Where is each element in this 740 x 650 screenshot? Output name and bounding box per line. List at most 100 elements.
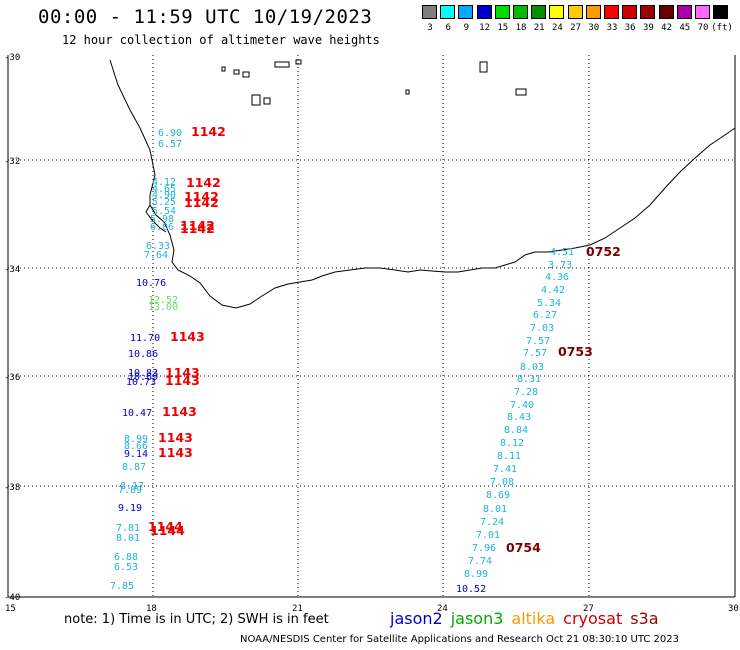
swh-value: 10.76 bbox=[136, 278, 166, 289]
swh-value: 11.70 bbox=[130, 333, 160, 344]
footer-note: note: 1) Time is in UTC; 2) SWH is in fe… bbox=[64, 612, 329, 627]
left-track-swh-labels: 6.906.57 4.124.654.905.255.545.986.06 6.33… bbox=[110, 128, 182, 592]
scale-label: 6 bbox=[445, 23, 451, 33]
swh-value: 7.64 bbox=[144, 250, 168, 261]
map-subtitle: 12 hour collection of altimeter wave hei… bbox=[62, 33, 380, 47]
swh-value: 8.31 bbox=[517, 374, 541, 385]
svg-text:-38: -38 bbox=[4, 483, 20, 493]
grid-lines bbox=[8, 55, 735, 597]
scale-label: 42 bbox=[661, 23, 673, 33]
swh-value: 5.25 bbox=[152, 197, 176, 208]
time-label: 1143 bbox=[162, 404, 197, 419]
scale-swatch bbox=[531, 5, 547, 19]
scale-label: 3 bbox=[427, 23, 433, 33]
scale-label: 39 bbox=[642, 23, 654, 33]
scale-swatch bbox=[604, 5, 619, 19]
time-label: 1143 bbox=[170, 329, 205, 344]
swh-value: 7.96 bbox=[472, 543, 496, 554]
swh-value: 8.87 bbox=[122, 462, 146, 473]
swh-value: 7.08 bbox=[490, 477, 514, 488]
time-label: 1142 bbox=[180, 221, 215, 236]
swh-value: 10.47 bbox=[122, 408, 152, 419]
time-label: 1143 bbox=[158, 445, 193, 460]
scale-label: 21 bbox=[533, 23, 545, 33]
swh-value: 4.51 bbox=[550, 247, 574, 258]
south-africa-coastline bbox=[109, 59, 736, 309]
swh-value: 6.27 bbox=[533, 310, 557, 321]
swh-value: 8.84 bbox=[504, 425, 528, 436]
left-track-time-labels: 1142114211421142114211421143114311431143… bbox=[148, 124, 226, 538]
satellite-legend-jason3: jason3 bbox=[450, 609, 504, 628]
swh-value: 4.42 bbox=[541, 285, 565, 296]
swh-value: 5.54 bbox=[152, 206, 176, 217]
scale-swatch bbox=[585, 5, 601, 19]
swh-value: 8.99 bbox=[124, 434, 148, 445]
satellite-legend-altika: altika bbox=[511, 609, 556, 628]
swh-value: 7.41 bbox=[493, 464, 517, 475]
scale-label: 33 bbox=[606, 23, 618, 33]
scale-label: 70 bbox=[697, 23, 709, 33]
scale-swatch bbox=[422, 5, 437, 19]
satellite-legend: jason2 jason3 altika cryosat s3a bbox=[390, 609, 667, 628]
swh-value: 8.11 bbox=[497, 451, 521, 462]
swh-value: 10.69 bbox=[128, 372, 158, 383]
scale-swatch bbox=[549, 5, 565, 19]
swh-value: 10.86 bbox=[128, 349, 158, 360]
swh-value: 7.28 bbox=[514, 387, 538, 398]
svg-text:24: 24 bbox=[437, 604, 448, 614]
scale-swatch bbox=[513, 5, 528, 19]
swh-value: 13.00 bbox=[148, 302, 178, 313]
swh-value: 8.01 bbox=[116, 533, 140, 544]
scale-label: 18 bbox=[515, 23, 527, 33]
scale-label: 30 bbox=[588, 23, 600, 33]
scale-label: 15 bbox=[497, 23, 509, 33]
swh-value: 6.33 bbox=[146, 241, 170, 252]
swh-value: 6.88 bbox=[114, 552, 138, 563]
swh-value: 8.69 bbox=[486, 490, 510, 501]
scale-label: 45 bbox=[679, 23, 691, 33]
swh-value: 8.43 bbox=[507, 412, 531, 423]
scale-swatch bbox=[494, 5, 510, 19]
scale-swatch bbox=[695, 5, 710, 19]
swh-value: 6.53 bbox=[114, 562, 138, 573]
swh-value: 6.57 bbox=[158, 139, 182, 150]
svg-text:15: 15 bbox=[5, 604, 16, 614]
swh-value: 8.03 bbox=[520, 362, 544, 373]
satellite-legend-s3a: s3a bbox=[630, 609, 659, 628]
satellite-legend-cryosat: cryosat bbox=[563, 609, 623, 628]
scale-swatch bbox=[440, 5, 456, 19]
svg-text:27: 27 bbox=[583, 604, 594, 614]
time-label: 1144 bbox=[150, 523, 185, 538]
time-label: 1142 bbox=[191, 124, 226, 139]
scale-label: 9 bbox=[463, 23, 470, 33]
time-label: 1143 bbox=[165, 365, 200, 380]
scale-swatch bbox=[476, 5, 492, 19]
scale-swatch bbox=[713, 5, 729, 19]
svg-text:-40: -40 bbox=[4, 593, 20, 603]
satellite-legend-jason2: jason2 bbox=[390, 609, 443, 628]
time-label: 1142 bbox=[184, 195, 219, 210]
time-label: 0752 bbox=[586, 244, 621, 259]
time-label: 1142 bbox=[184, 189, 219, 204]
time-label: 1142 bbox=[186, 175, 221, 190]
swh-value: 7.24 bbox=[480, 517, 504, 528]
scale-swatch bbox=[622, 5, 638, 19]
swh-value: 4.12 bbox=[152, 177, 176, 188]
map-title: 00:00 - 11:59 UTC 10/19/2023 bbox=[38, 6, 373, 28]
svg-text:-34: -34 bbox=[4, 265, 20, 275]
swh-value: 8.12 bbox=[500, 438, 524, 449]
credit-line: NOAA/NESDIS Center for Satellite Applica… bbox=[240, 634, 679, 645]
swh-value: 5.98 bbox=[150, 214, 174, 225]
swh-value: 8.01 bbox=[483, 504, 507, 515]
swh-value: 7.57 bbox=[523, 348, 547, 359]
swh-value: 7.81 bbox=[116, 523, 140, 534]
scale-label: (ft) bbox=[711, 23, 733, 33]
swh-value: 7.03 bbox=[530, 323, 554, 334]
swh-value: 6.06 bbox=[150, 222, 174, 233]
swh-value: 7.85 bbox=[110, 581, 134, 592]
swh-value: 4.65 bbox=[152, 184, 176, 195]
svg-text:21: 21 bbox=[292, 604, 303, 614]
swh-value: 7.89 bbox=[118, 485, 142, 496]
swh-value: 12.52 bbox=[148, 295, 178, 306]
time-label: 0753 bbox=[558, 344, 593, 359]
